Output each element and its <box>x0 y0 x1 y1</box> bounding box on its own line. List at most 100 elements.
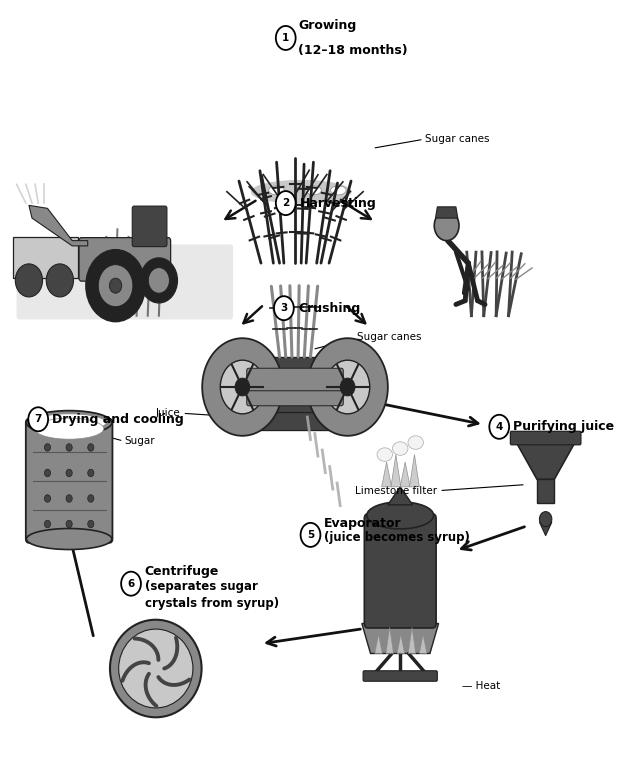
Circle shape <box>66 495 72 502</box>
Text: Juice: Juice <box>156 408 180 418</box>
Polygon shape <box>410 455 419 487</box>
Text: 7: 7 <box>35 414 42 424</box>
Circle shape <box>66 469 72 477</box>
Circle shape <box>340 378 355 395</box>
Ellipse shape <box>110 619 202 717</box>
Text: 2: 2 <box>282 198 289 208</box>
Polygon shape <box>408 627 416 653</box>
Text: 4: 4 <box>495 422 503 432</box>
Circle shape <box>44 495 51 502</box>
Text: Sugar canes: Sugar canes <box>357 332 421 342</box>
Polygon shape <box>375 635 382 653</box>
Text: Harvesting: Harvesting <box>300 197 377 209</box>
FancyBboxPatch shape <box>243 357 348 417</box>
Polygon shape <box>540 522 552 536</box>
Polygon shape <box>362 623 438 653</box>
Ellipse shape <box>331 186 346 195</box>
Circle shape <box>435 210 459 241</box>
Circle shape <box>66 444 72 451</box>
Circle shape <box>326 361 370 414</box>
FancyBboxPatch shape <box>132 206 167 247</box>
Circle shape <box>274 296 294 320</box>
Circle shape <box>140 258 177 303</box>
Polygon shape <box>513 437 578 480</box>
FancyBboxPatch shape <box>79 238 171 281</box>
Polygon shape <box>419 635 427 653</box>
Circle shape <box>235 378 250 395</box>
Polygon shape <box>386 627 394 653</box>
FancyBboxPatch shape <box>13 237 79 278</box>
Text: (juice becomes syrup): (juice becomes syrup) <box>324 531 470 544</box>
Circle shape <box>202 339 283 436</box>
Text: Crushing: Crushing <box>298 301 360 315</box>
Circle shape <box>490 414 509 439</box>
Circle shape <box>15 264 42 297</box>
Polygon shape <box>400 462 410 487</box>
Circle shape <box>220 361 264 414</box>
Ellipse shape <box>269 186 284 195</box>
FancyBboxPatch shape <box>17 244 233 320</box>
Ellipse shape <box>118 629 193 708</box>
Text: Drying and cooling: Drying and cooling <box>52 413 184 426</box>
Polygon shape <box>397 635 404 653</box>
Circle shape <box>88 520 94 528</box>
Text: Sugar: Sugar <box>125 436 156 446</box>
Text: (12–18 months): (12–18 months) <box>298 44 408 57</box>
Text: crystals from syrup): crystals from syrup) <box>145 597 279 610</box>
Ellipse shape <box>306 186 321 195</box>
Polygon shape <box>29 206 88 246</box>
Polygon shape <box>391 455 401 487</box>
Text: (separates sugar: (separates sugar <box>145 580 257 593</box>
Ellipse shape <box>26 528 112 550</box>
Polygon shape <box>381 462 392 487</box>
Text: — Heat: — Heat <box>462 681 500 691</box>
Text: 6: 6 <box>127 578 134 589</box>
Circle shape <box>46 264 74 297</box>
Polygon shape <box>435 207 458 218</box>
Ellipse shape <box>35 418 104 439</box>
FancyBboxPatch shape <box>26 419 113 543</box>
Circle shape <box>86 250 145 322</box>
Text: Centrifuge: Centrifuge <box>145 565 219 578</box>
FancyBboxPatch shape <box>364 514 436 628</box>
Circle shape <box>98 265 133 307</box>
Ellipse shape <box>408 436 424 449</box>
Text: Evaporator: Evaporator <box>324 517 402 530</box>
Circle shape <box>28 408 48 431</box>
Text: Sugar canes: Sugar canes <box>425 134 490 144</box>
Text: 5: 5 <box>307 530 314 540</box>
Circle shape <box>109 278 122 293</box>
Circle shape <box>88 469 94 477</box>
Circle shape <box>148 268 170 293</box>
FancyBboxPatch shape <box>247 383 343 406</box>
Polygon shape <box>388 487 413 505</box>
Circle shape <box>66 520 72 528</box>
Text: Growing: Growing <box>298 19 356 32</box>
Ellipse shape <box>377 448 392 461</box>
Text: 3: 3 <box>280 303 287 313</box>
Circle shape <box>44 444 51 451</box>
FancyBboxPatch shape <box>234 413 356 430</box>
FancyBboxPatch shape <box>510 431 581 445</box>
Circle shape <box>276 26 296 50</box>
Ellipse shape <box>367 502 434 529</box>
FancyBboxPatch shape <box>363 671 437 682</box>
FancyBboxPatch shape <box>247 368 343 391</box>
Circle shape <box>88 444 94 451</box>
Text: Purifying juice: Purifying juice <box>513 420 614 433</box>
Circle shape <box>44 469 51 477</box>
Circle shape <box>44 520 51 528</box>
Ellipse shape <box>252 181 351 203</box>
Ellipse shape <box>26 411 112 435</box>
Ellipse shape <box>392 442 408 455</box>
Circle shape <box>88 495 94 502</box>
Circle shape <box>540 512 552 527</box>
Text: Limestone filter: Limestone filter <box>355 486 437 496</box>
FancyBboxPatch shape <box>537 480 554 503</box>
Ellipse shape <box>32 414 106 432</box>
Circle shape <box>307 339 388 436</box>
Circle shape <box>121 572 141 596</box>
Text: 1: 1 <box>282 33 289 43</box>
Circle shape <box>276 191 296 215</box>
Circle shape <box>301 523 321 547</box>
